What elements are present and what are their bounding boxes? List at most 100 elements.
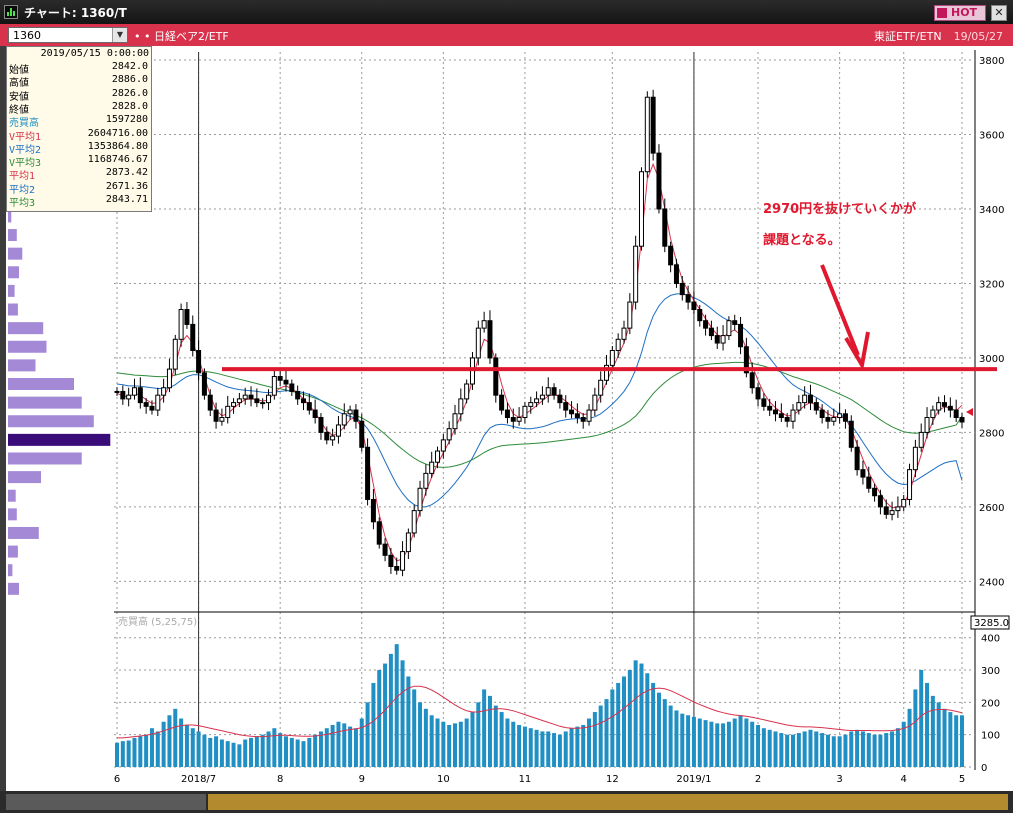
volume-bar <box>388 653 393 767</box>
volume-bar <box>691 716 696 767</box>
candle-body <box>295 390 301 400</box>
window-title: チャート: 1360/T <box>24 6 127 20</box>
volume-profile-bar <box>8 526 39 539</box>
info-row-label: 平均1 <box>9 171 36 183</box>
candle-body <box>621 327 627 340</box>
volume-bar <box>295 739 300 767</box>
volume-bar <box>907 708 912 767</box>
market-label: 東証ETF/ETN <box>873 30 942 43</box>
x-tick-label: 10 <box>437 774 450 785</box>
volume-bar <box>336 721 341 767</box>
volume-bar <box>353 728 358 767</box>
scroll-thumb[interactable] <box>208 794 1008 810</box>
candle-body <box>423 472 429 489</box>
candle-body <box>370 498 376 523</box>
volume-bar <box>569 728 574 767</box>
volume-bar <box>540 731 545 767</box>
candle-body <box>382 543 388 556</box>
candle-body <box>126 394 132 400</box>
candle-body <box>324 431 330 441</box>
volume-bar <box>925 682 930 767</box>
x-tick-label: 12 <box>606 774 619 785</box>
candle-body <box>889 510 895 515</box>
volume-bar <box>126 740 131 767</box>
x-tick-label: 2018/7 <box>181 774 216 785</box>
volume-tick-label: 400 <box>981 634 1000 645</box>
candle-body <box>353 409 359 422</box>
info-row: V平均2 1353864.80 <box>7 141 151 156</box>
chevron-down-icon[interactable]: ▼ <box>112 28 127 42</box>
time-scrollbar[interactable] <box>0 791 1013 813</box>
volume-bar <box>680 713 685 767</box>
volume-bar <box>284 736 288 767</box>
candle-body <box>440 439 446 452</box>
candle-body <box>825 417 831 422</box>
volume-bar <box>598 705 603 767</box>
volume-bar <box>348 726 353 767</box>
volume-bar <box>237 744 242 767</box>
instrument-name: • • 日経ベア2/ETF <box>134 28 229 44</box>
candle-body <box>650 96 656 154</box>
x-tick-label: 11 <box>519 774 532 785</box>
volume-tick-label: 100 <box>981 731 1000 742</box>
volume-bar <box>936 702 941 767</box>
volume-bar <box>814 731 819 767</box>
candle-body <box>260 402 266 405</box>
price-tick-label: 2800 <box>979 428 1004 439</box>
candle-body <box>248 394 254 400</box>
close-button[interactable]: ✕ <box>991 5 1007 21</box>
volume-bar <box>487 695 492 767</box>
info-row-value: 2604716.00 <box>87 127 148 139</box>
volume-profile-bar <box>8 508 17 521</box>
volume-bar <box>464 718 469 767</box>
volume-bar <box>686 715 691 767</box>
candle-body <box>848 420 854 448</box>
volume-bar <box>423 708 428 767</box>
price-tick-label: 3400 <box>979 205 1004 216</box>
candle-body <box>627 301 633 329</box>
chart-app-icon <box>4 5 18 19</box>
candle-body <box>335 424 341 437</box>
volume-bar <box>202 734 207 767</box>
candle-body <box>481 320 487 329</box>
volume-bar <box>173 708 178 767</box>
price-tick-label: 2600 <box>979 503 1004 514</box>
candle-body <box>907 469 913 500</box>
volume-bar <box>155 731 160 767</box>
candle-body <box>644 96 650 173</box>
symbol-select[interactable]: 1360 ▼ <box>8 27 128 43</box>
candle-body <box>697 309 703 322</box>
volume-profile-bar <box>8 471 41 484</box>
candle-body <box>615 338 621 351</box>
info-row-value: 2873.42 <box>105 167 148 179</box>
volume-bar <box>843 734 848 767</box>
candle-body <box>778 413 784 419</box>
info-row-value: 2671.36 <box>105 180 148 192</box>
candle-body <box>277 376 283 381</box>
volume-bar <box>855 729 860 767</box>
hot-button[interactable]: HOT <box>934 5 986 21</box>
volume-bar <box>272 728 277 767</box>
info-row: 平均2 2671.36 <box>7 180 151 196</box>
arrow-head-icon <box>844 331 870 371</box>
candle-body <box>773 409 779 415</box>
volume-bar <box>709 721 714 767</box>
volume-bar <box>184 724 189 767</box>
info-row-label: V平均2 <box>9 144 42 156</box>
annotation-arrow <box>820 264 860 356</box>
info-row: 高値 2886.0 <box>7 74 151 89</box>
volume-bar <box>278 733 283 767</box>
candle-body <box>207 394 213 411</box>
volume-bar <box>866 733 871 767</box>
candle-body <box>918 431 924 448</box>
volume-bar <box>196 731 201 767</box>
volume-bar <box>179 718 184 767</box>
volume-bar <box>254 736 259 767</box>
volume-bar <box>115 742 119 767</box>
price-tick-label: 3800 <box>979 56 1004 67</box>
volume-profile-bar <box>8 564 13 577</box>
candle-body <box>598 379 604 396</box>
volume-bar <box>587 718 592 767</box>
candle-body <box>563 402 569 411</box>
chart-area[interactable]: 3800 3600 3400 3200 3000 2800 2600 2400 6 2018/7 8… <box>0 46 1013 791</box>
